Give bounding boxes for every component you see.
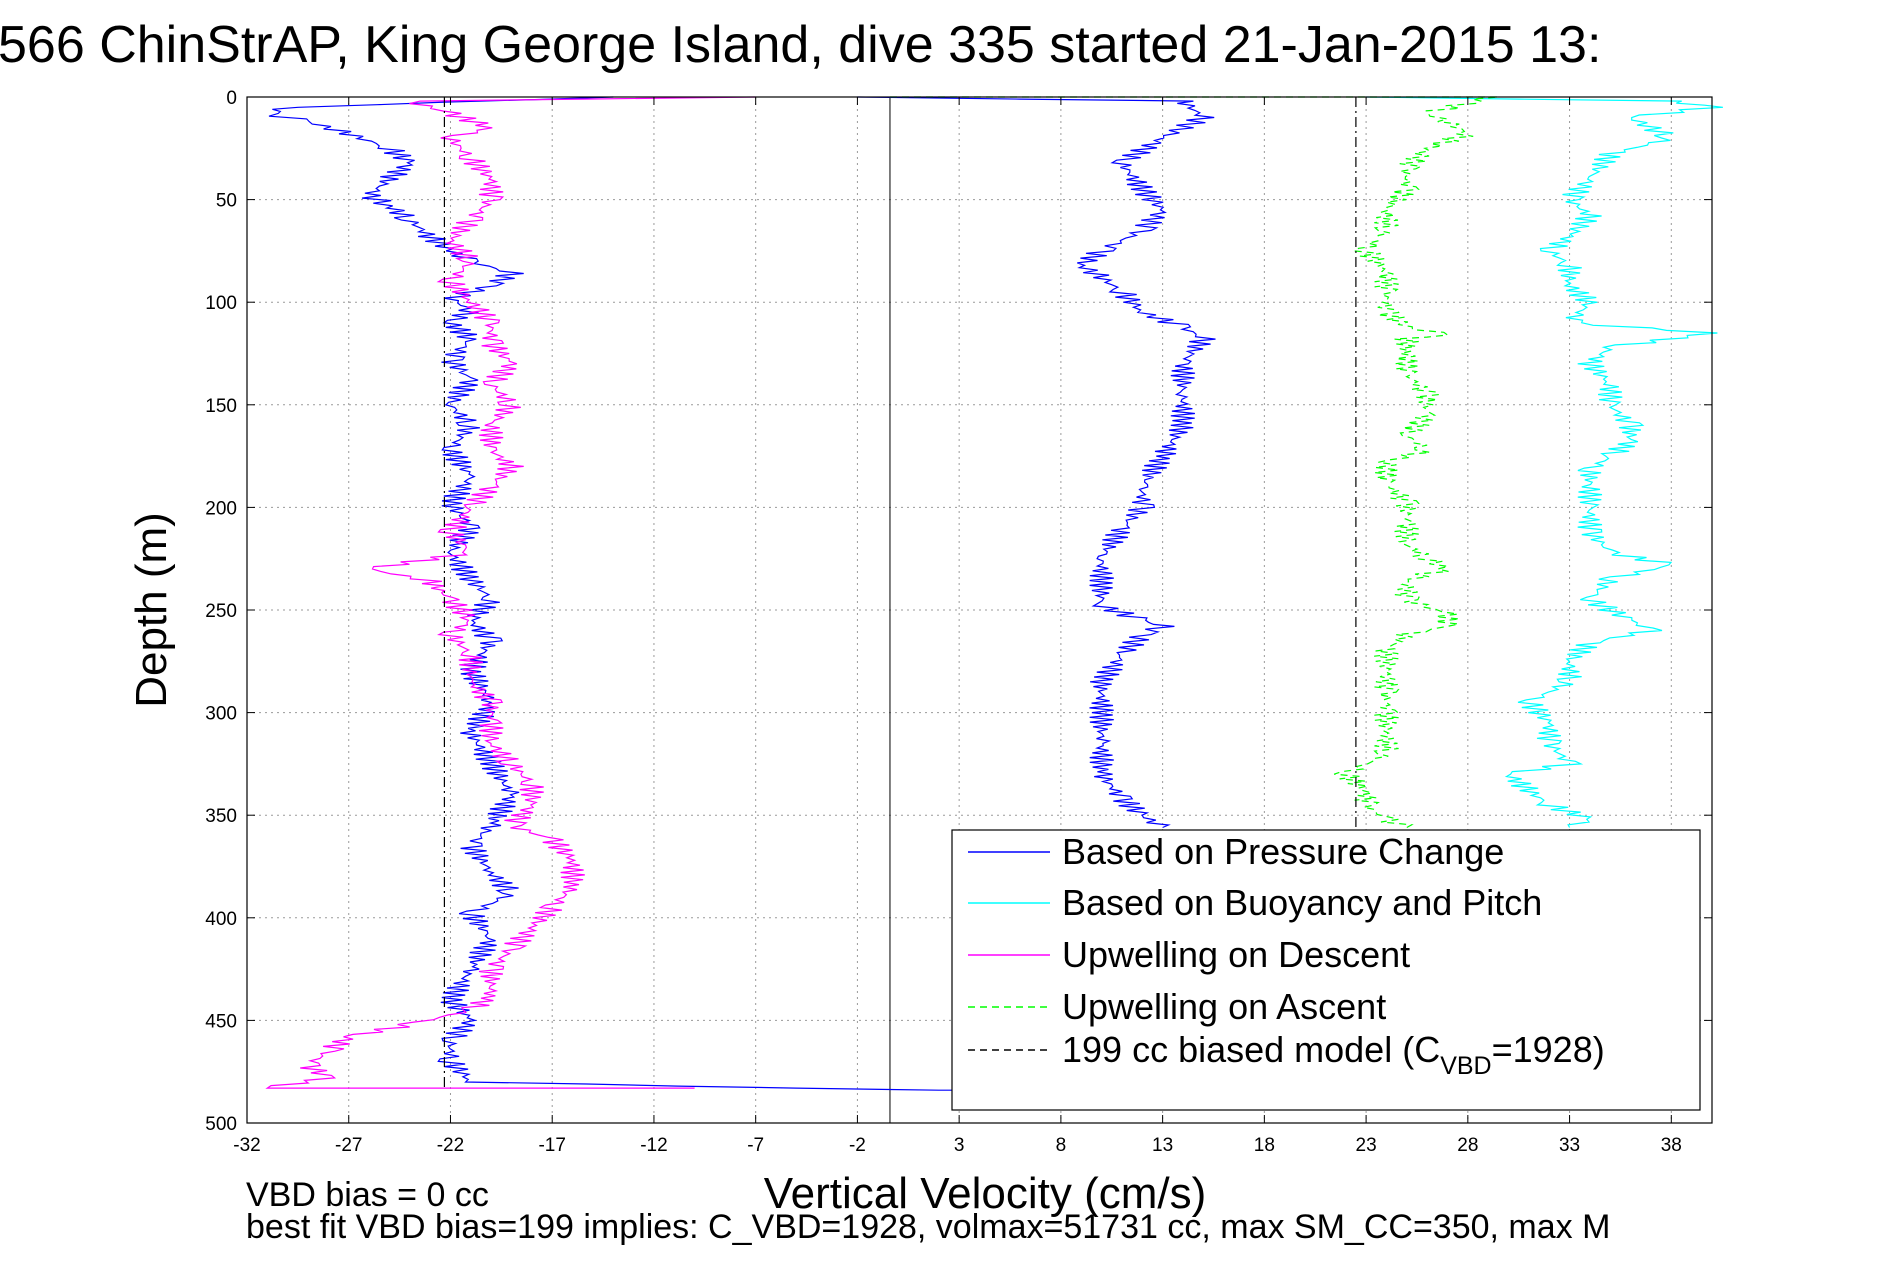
x-tick-label: 28 <box>1457 1135 1478 1156</box>
y-tick-label: 400 <box>205 909 237 930</box>
legend-label-1: Based on Buoyancy and Pitch <box>1062 882 1542 923</box>
footer-bias-line: VBD bias = 0 cc <box>246 1176 489 1214</box>
x-tick-label: -27 <box>335 1135 362 1156</box>
series-line-2 <box>1366 96 1723 828</box>
x-tick-label: -22 <box>437 1135 464 1156</box>
series-group <box>265 96 1723 1091</box>
x-tick-label: 13 <box>1152 1135 1173 1156</box>
legend-label-3: Upwelling on Ascent <box>1062 986 1386 1027</box>
x-axis-ticks: -32 -27 -22 -17 -12 -7 -2 3 8 13 18 23 28 33 38 <box>233 97 1682 1156</box>
legend-suffix: =1928) <box>1492 1029 1605 1070</box>
y-tick-label: 250 <box>205 601 237 622</box>
footer-bestfit-line: best fit VBD bias=199 implies: C_VBD=192… <box>246 1208 1610 1246</box>
y-tick-label: 0 <box>226 88 237 109</box>
legend-label-0: Based on Pressure Change <box>1062 831 1504 872</box>
series-line-1 <box>857 96 1216 829</box>
series-line-4 <box>890 96 1499 829</box>
x-tick-label: -32 <box>233 1135 260 1156</box>
x-tick-label: 18 <box>1254 1135 1275 1156</box>
y-axis-ticks: 0 50 100 150 200 250 300 350 400 450 500 <box>205 88 1712 1135</box>
x-tick-label: -7 <box>747 1135 764 1156</box>
series-line-0 <box>268 96 1061 1091</box>
x-tick-label: -17 <box>538 1135 565 1156</box>
legend-label-2: Upwelling on Descent <box>1062 934 1410 975</box>
x-tick-label: 38 <box>1661 1135 1682 1156</box>
x-tick-label: 3 <box>954 1135 965 1156</box>
x-tick-label: 23 <box>1356 1135 1377 1156</box>
y-tick-label: 50 <box>216 191 237 212</box>
chart-title: 566 ChinStrAP, King George Island, dive … <box>0 16 1601 74</box>
x-tick-label: -2 <box>849 1135 866 1156</box>
y-tick-label: 350 <box>205 806 237 827</box>
y-tick-label: 100 <box>205 293 237 314</box>
legend: Based on Pressure Change Based on Buoyanc… <box>951 829 1701 1111</box>
y-axis-label: Depth (m) <box>127 512 176 708</box>
y-tick-label: 300 <box>205 704 237 725</box>
legend-box <box>951 829 1701 1111</box>
x-tick-label: -12 <box>640 1135 667 1156</box>
x-axis-label: Vertical Velocity (cm/s) <box>764 1169 1207 1218</box>
y-tick-label: 200 <box>205 498 237 519</box>
y-tick-label: 150 <box>205 396 237 417</box>
y-tick-label: 450 <box>205 1011 237 1032</box>
series-line-3 <box>265 96 756 1089</box>
legend-subscript: VBD <box>1440 1052 1491 1080</box>
y-tick-label: 500 <box>205 1114 237 1135</box>
x-tick-label: 8 <box>1056 1135 1067 1156</box>
x-tick-label: 33 <box>1559 1135 1580 1156</box>
